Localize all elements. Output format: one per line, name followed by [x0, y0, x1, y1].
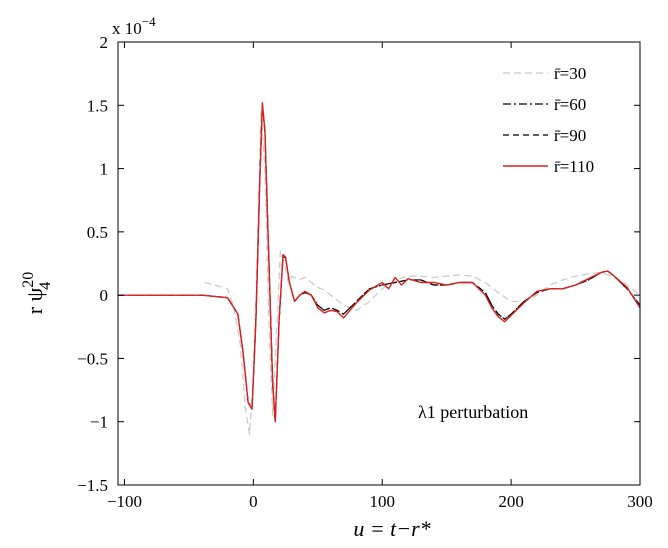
- series-line-1: [204, 111, 640, 435]
- y-axis-label: r ψ204: [20, 272, 54, 315]
- legend: r̄=30 r̄=60 r̄=90 r̄=110: [503, 64, 594, 176]
- legend-label-1: r̄=30: [554, 64, 586, 83]
- y-tick-label: 0: [100, 286, 109, 305]
- x-tick-label: 100: [369, 492, 395, 511]
- plot-frame: [117, 41, 641, 486]
- series-line-4: [118, 102, 640, 423]
- x-tick-label: 300: [627, 492, 653, 511]
- y-tick-label: 1.5: [87, 96, 108, 115]
- x-tick-label: −100: [107, 492, 142, 511]
- annotation: λ1 perturbation: [418, 402, 528, 422]
- y-tick-label: 2: [100, 33, 109, 52]
- y-tick-label: −0.5: [77, 349, 108, 368]
- series-line-2: [118, 104, 640, 423]
- series-layer: [118, 102, 640, 435]
- x-tick-label: 200: [498, 492, 524, 511]
- axes-layer: −100 0 100 200 300 −1.5 −1 −0.5 0 0.5 1 1.5 2: [77, 33, 653, 511]
- legend-label-4: r̄=110: [554, 157, 594, 176]
- y-tick-label: −1: [90, 413, 108, 432]
- legend-label-2: r̄=60: [554, 95, 586, 114]
- y-tick-label: 0.5: [87, 223, 108, 242]
- exponent-label: x 10−4: [112, 14, 156, 38]
- legend-label-3: r̄=90: [554, 126, 586, 145]
- x-tick-label: 0: [249, 492, 258, 511]
- series-line-3: [118, 104, 640, 423]
- y-tick-label: −1.5: [77, 476, 108, 495]
- y-tick-label: 1: [100, 160, 109, 179]
- x-axis-label: u = t−r*: [353, 516, 430, 541]
